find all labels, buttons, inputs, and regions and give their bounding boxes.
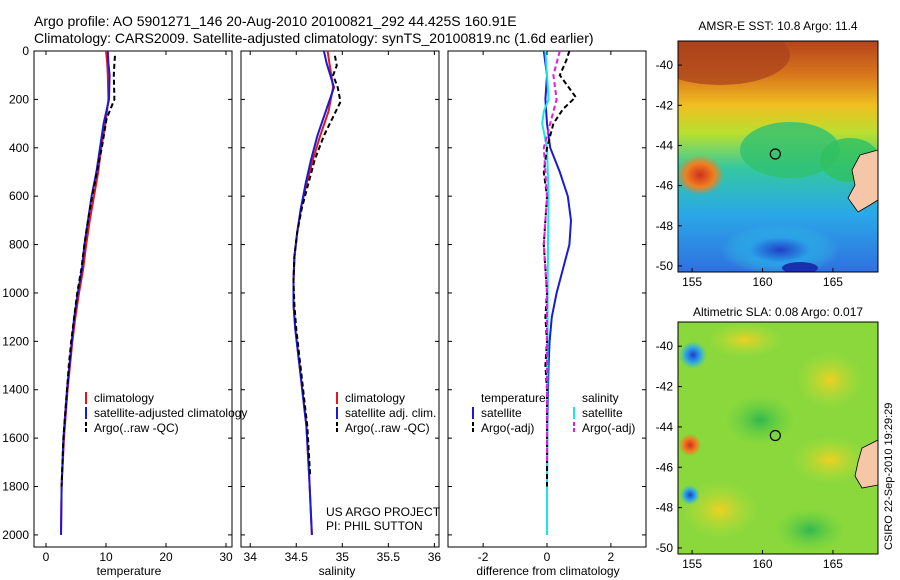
y-tick-label: 600 bbox=[9, 189, 29, 203]
map-y-tick-label: -50 bbox=[656, 259, 674, 273]
y-tick-label: 1200 bbox=[2, 334, 29, 348]
sst-map-frame bbox=[677, 40, 879, 273]
series-line bbox=[60, 55, 116, 487]
legend-label-temp-satellite: satellite bbox=[481, 406, 522, 420]
map-y-tick-label: -42 bbox=[656, 380, 674, 394]
salinity-axes: 34 34.5 35 35.5 36 bbox=[240, 50, 442, 564]
temperature-xlabel: temperature bbox=[97, 564, 162, 578]
series-line bbox=[292, 50, 336, 535]
argo-position-marker bbox=[769, 429, 781, 442]
map-y-tick-label: -46 bbox=[656, 460, 674, 474]
x-tick-label: 0 bbox=[544, 550, 551, 564]
sst-map-title: AMSR-E SST: 10.8 Argo: 11.4 bbox=[698, 19, 858, 33]
x-tick-label: 0 bbox=[43, 550, 50, 564]
map-y-tick-label: -44 bbox=[656, 138, 674, 152]
y-tick-label: 0 bbox=[22, 44, 29, 58]
x-tick-label: 30 bbox=[219, 550, 233, 564]
map-x-tick-label: 160 bbox=[752, 275, 772, 289]
legend-label-temp-argo: Argo(-adj) bbox=[481, 421, 534, 435]
header-line-1: Argo profile: AO 5901271_146 20-Aug-2010… bbox=[34, 13, 517, 29]
sla-map-frame bbox=[677, 321, 879, 555]
series-line bbox=[542, 50, 561, 463]
legend-label-satellite-adjusted: satellite-adjusted climatology bbox=[94, 406, 247, 420]
x-tick-label: 10 bbox=[99, 550, 113, 564]
y-tick-label: 1000 bbox=[2, 286, 29, 300]
y-tick-label: 2000 bbox=[2, 528, 29, 542]
temperature-legend: climatology satellite-adjusted climatolo… bbox=[85, 391, 247, 435]
project-credit: US ARGO PROJECT bbox=[326, 505, 441, 519]
sst-map: AMSR-E SST: 10.8 Argo: 11.4 155 160 165 -40… bbox=[656, 19, 879, 289]
y-tick-label: 1600 bbox=[2, 431, 29, 445]
map-y-tick-label: -44 bbox=[656, 420, 674, 434]
sla-map: Altimetric SLA: 0.08 Argo: 0.017 155 160 1… bbox=[656, 305, 879, 571]
legend-label-satellite-adj: satellite adj. clim. bbox=[345, 406, 436, 420]
legend-label-sal-satellite: satellite bbox=[582, 406, 623, 420]
y-tick-label: 1400 bbox=[2, 383, 29, 397]
legend-label-sal-argo: Argo(-adj) bbox=[582, 421, 635, 435]
map-y-tick-label: -48 bbox=[656, 501, 674, 515]
x-tick-label: 35 bbox=[336, 550, 350, 564]
series-line bbox=[292, 55, 342, 475]
temperature-axes-frame bbox=[33, 50, 233, 548]
legend-header-salinity: salinity bbox=[582, 391, 619, 405]
map-x-tick-label: 155 bbox=[682, 557, 702, 571]
legend-label-argo: Argo(..raw -QC) bbox=[345, 421, 430, 435]
map-y-tick-label: -46 bbox=[656, 179, 674, 193]
x-tick-label: -2 bbox=[478, 550, 489, 564]
legend-label-climatology: climatology bbox=[345, 391, 405, 405]
x-tick-label: 34.5 bbox=[285, 550, 309, 564]
map-x-tick-label: 155 bbox=[682, 275, 702, 289]
difference-xlabel: difference from climatology bbox=[476, 564, 619, 578]
x-tick-label: 20 bbox=[159, 550, 173, 564]
salinity-axes-frame bbox=[240, 50, 440, 548]
y-tick-label: 800 bbox=[9, 238, 29, 252]
map-y-tick-label: -42 bbox=[656, 98, 674, 112]
y-tick-label: 1800 bbox=[2, 480, 29, 494]
x-tick-label: 36 bbox=[428, 550, 442, 564]
argo-position-marker bbox=[769, 148, 781, 160]
x-tick-label: 35.5 bbox=[377, 550, 401, 564]
y-tick-label: 400 bbox=[9, 141, 29, 155]
footer-stamp: CSIRO 22-Sep-2010 19:29:29 bbox=[883, 403, 895, 550]
salinity-xlabel: salinity bbox=[319, 564, 356, 578]
sst-field bbox=[678, 41, 878, 272]
legend-header-temperature: temperature bbox=[481, 391, 546, 405]
map-x-tick-label: 160 bbox=[752, 557, 772, 571]
salinity-legend: climatology satellite adj. clim. Argo(..… bbox=[336, 391, 436, 435]
pi-credit: PI: PHIL SUTTON bbox=[326, 519, 423, 533]
map-y-tick-label: -50 bbox=[656, 541, 674, 555]
series-line bbox=[292, 50, 335, 535]
sla-map-title: Altimetric SLA: 0.08 Argo: 0.017 bbox=[693, 305, 863, 319]
map-y-tick-label: -40 bbox=[656, 339, 674, 353]
temperature-axes: 0 10 20 30 0 200 400 600 800 1000 1200 1400 1600 1800… bbox=[2, 44, 233, 564]
map-y-tick-label: -40 bbox=[656, 58, 674, 72]
map-x-tick-label: 165 bbox=[823, 275, 843, 289]
y-tick-label: 200 bbox=[9, 92, 29, 106]
legend-label-argo: Argo(..raw -QC) bbox=[94, 421, 179, 435]
legend-label-climatology: climatology bbox=[94, 391, 154, 405]
sla-field bbox=[678, 322, 878, 554]
series-line bbox=[60, 50, 110, 535]
map-y-tick-label: -48 bbox=[656, 219, 674, 233]
series-line bbox=[60, 50, 111, 535]
x-tick-label: 34 bbox=[244, 550, 258, 564]
x-tick-label: 2 bbox=[608, 550, 615, 564]
map-x-tick-label: 165 bbox=[823, 557, 843, 571]
header-line-2: Climatology: CARS2009. Satellite-adjuste… bbox=[34, 30, 594, 46]
difference-axes: -2 0 2 bbox=[447, 50, 647, 564]
difference-legend: temperature salinity satellite Argo(-adj… bbox=[472, 391, 635, 435]
